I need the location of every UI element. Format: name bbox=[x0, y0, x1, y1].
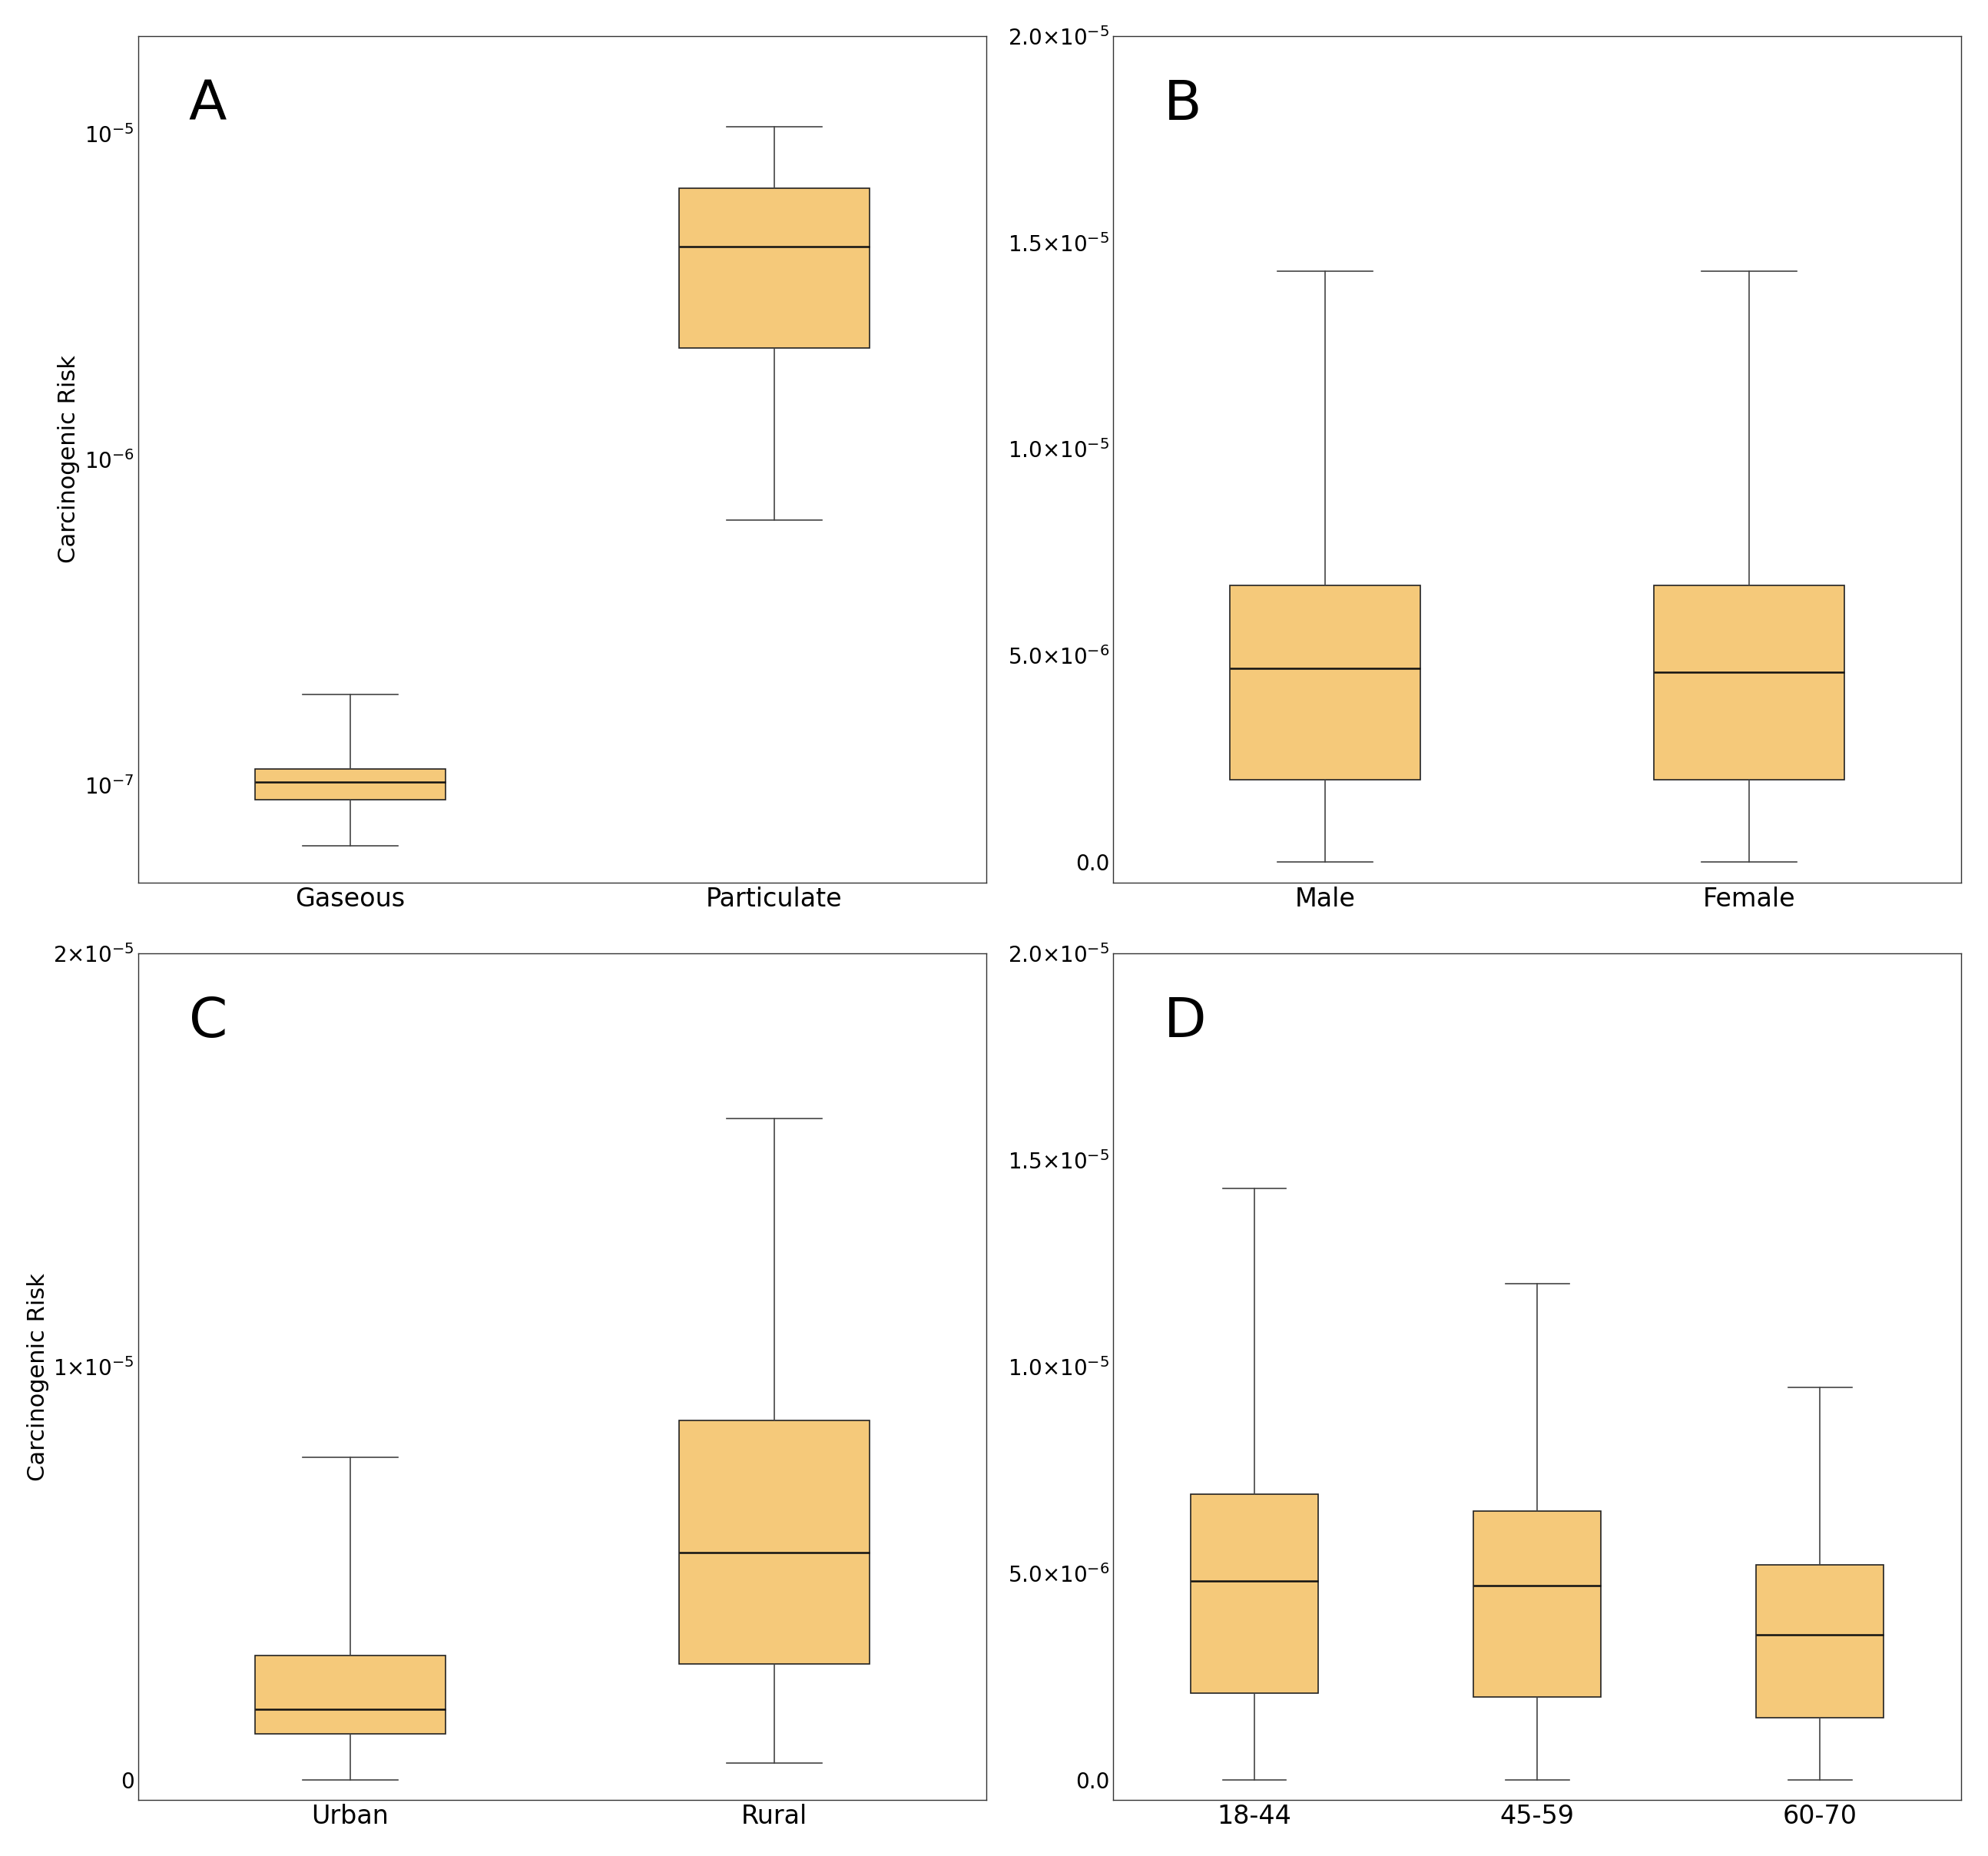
PathPatch shape bbox=[678, 1420, 869, 1663]
PathPatch shape bbox=[1191, 1494, 1318, 1693]
Text: B: B bbox=[1163, 78, 1203, 132]
Text: A: A bbox=[189, 78, 227, 132]
PathPatch shape bbox=[1755, 1565, 1883, 1717]
Y-axis label: Carcinogenic Risk: Carcinogenic Risk bbox=[58, 354, 80, 564]
PathPatch shape bbox=[678, 187, 869, 347]
Text: C: C bbox=[189, 995, 227, 1049]
PathPatch shape bbox=[254, 1656, 445, 1734]
PathPatch shape bbox=[1654, 585, 1845, 780]
PathPatch shape bbox=[254, 768, 445, 800]
PathPatch shape bbox=[1473, 1511, 1600, 1696]
Text: D: D bbox=[1163, 995, 1207, 1049]
Y-axis label: Carcinogenic Risk: Carcinogenic Risk bbox=[26, 1273, 50, 1481]
PathPatch shape bbox=[1231, 585, 1421, 780]
